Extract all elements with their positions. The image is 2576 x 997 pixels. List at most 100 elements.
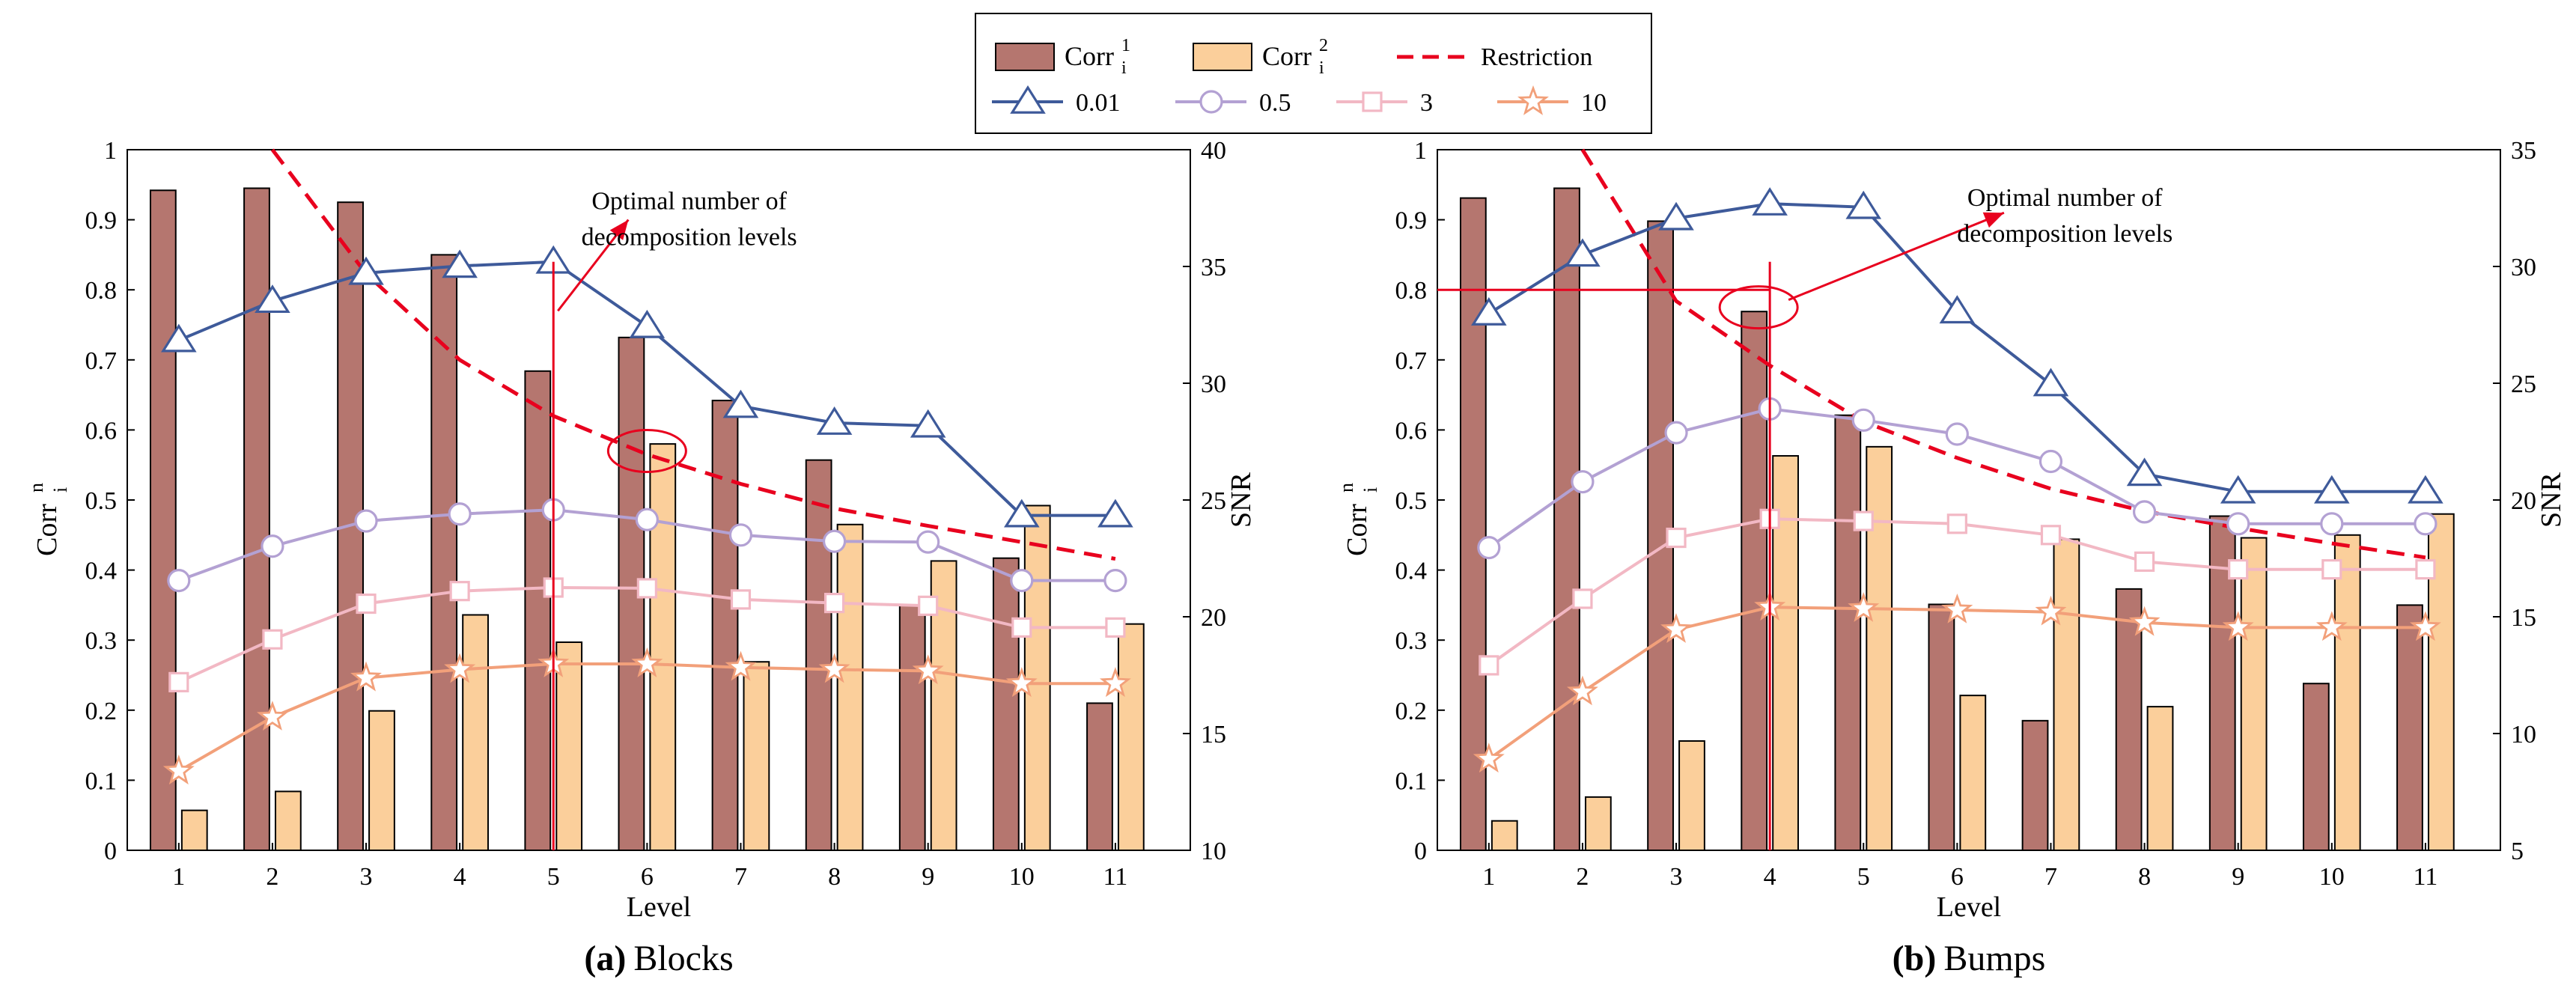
bar-corr2 <box>1866 445 1893 851</box>
y-tick-label: 0.5 <box>85 487 118 515</box>
bar-corr1 <box>524 370 552 851</box>
x-tick-label: 3 <box>1670 863 1683 891</box>
y2-tick-label: 25 <box>2511 371 2536 398</box>
point-snr-10 <box>2409 611 2441 641</box>
bar-corr2 <box>1959 695 1987 851</box>
point-snr-0.5 <box>2414 512 2438 536</box>
point-snr-3 <box>823 592 845 614</box>
point-snr-0.5 <box>1945 422 1969 446</box>
bar-corr1 <box>2302 683 2330 851</box>
point-snr-0.01 <box>2033 368 2069 397</box>
bar-corr1 <box>2396 604 2423 852</box>
y-axis-label: Corr <box>1342 504 1373 556</box>
bar-corr1 <box>711 400 739 851</box>
x-tick-label: 11 <box>2414 863 2438 891</box>
bar-corr2 <box>1023 504 1051 851</box>
point-snr-3 <box>1479 655 1499 676</box>
point-snr-10 <box>912 654 944 685</box>
point-snr-3 <box>1105 617 1126 638</box>
chart-panel-blocks: 00.10.20.30.40.50.60.70.80.9110152025303… <box>25 137 1257 978</box>
point-snr-0.01 <box>255 284 290 314</box>
legend-swatch-corr1 <box>995 43 1055 71</box>
point-snr-10 <box>2128 606 2161 636</box>
y-axis-label-sup: n <box>1336 483 1357 493</box>
bar-corr1 <box>805 459 832 851</box>
point-snr-10 <box>2315 611 2348 641</box>
legend-marker-snr-0.01 <box>1010 85 1046 114</box>
point-snr-0.01 <box>1845 190 1882 219</box>
annotation-arrow <box>1788 211 2005 301</box>
bar-corr1 <box>1459 197 1487 852</box>
restriction-curve <box>270 148 1116 561</box>
panel-caption-letter: (b) <box>1893 939 1937 978</box>
point-snr-10 <box>256 701 288 731</box>
bar-corr2 <box>2240 537 2268 851</box>
point-snr-3 <box>262 629 283 650</box>
point-snr-0.01 <box>910 409 946 438</box>
legend-marker-snr-0.5 <box>1199 90 1223 114</box>
panel-caption: (a) Blocks <box>584 939 733 978</box>
x-tick-label: 10 <box>2319 863 2345 891</box>
bar-corr1 <box>1928 603 1955 851</box>
legend-label-corr1-sub: i <box>1121 58 1127 78</box>
point-snr-0.5 <box>448 502 472 526</box>
y-tick-label: 1 <box>104 137 117 165</box>
x-tick-label: 4 <box>454 863 466 891</box>
point-snr-0.01 <box>1097 498 1133 528</box>
x-tick-label: 1 <box>172 863 185 891</box>
annotation-arrow-head <box>1982 212 2004 228</box>
legend: Corr 1 i Corr 2 i Restriction 0.01 0.5 3 10 <box>975 13 1652 134</box>
bar-corr1 <box>898 604 926 852</box>
y-tick-label: 0.7 <box>85 347 118 375</box>
legend-swatch-corr2 <box>1193 43 1252 71</box>
y2-tick-label: 15 <box>1201 721 1226 748</box>
y-axis-label-group: Corr n i <box>25 483 71 556</box>
point-snr-0.5 <box>635 507 659 531</box>
legend-label-corr2-sup: 2 <box>1319 36 1328 55</box>
point-snr-10 <box>2035 595 2067 626</box>
point-snr-3 <box>1853 510 1874 531</box>
point-snr-0.5 <box>728 523 753 547</box>
bar-corr2 <box>1491 820 1518 851</box>
legend-label-corr2: Corr <box>1262 41 1312 71</box>
point-snr-0.01 <box>2220 475 2256 504</box>
point-snr-0.01 <box>722 389 759 418</box>
bar-corr2 <box>1117 623 1145 851</box>
panel-caption: (b) Bumps <box>1893 939 2046 978</box>
x-tick-label: 4 <box>1764 863 1776 891</box>
y-tick-label: 0 <box>104 838 117 865</box>
point-snr-10 <box>1941 593 1973 623</box>
y2-tick-label: 20 <box>1201 604 1226 632</box>
annotation-text-line2: decomposition levels <box>582 224 797 251</box>
y-axis-label-group: Corr n i <box>1336 483 1381 556</box>
annotation-arrow-head <box>609 219 629 240</box>
y-axis-label-sub: i <box>1359 487 1381 493</box>
point-snr-3 <box>2040 525 2062 546</box>
bar-corr2 <box>462 614 489 852</box>
point-snr-0.5 <box>1664 421 1688 445</box>
point-snr-0.5 <box>1010 569 1034 593</box>
y-tick-label: 0.7 <box>1395 347 1428 375</box>
y2-tick-label: 30 <box>2511 254 2536 281</box>
y2-tick-label: 15 <box>2511 604 2536 632</box>
point-snr-3 <box>2134 551 2155 572</box>
bar-corr2 <box>1584 796 1612 852</box>
legend-label-corr1-sup: 1 <box>1121 36 1130 55</box>
x-tick-label: 7 <box>734 863 747 891</box>
x-tick-label: 6 <box>1951 863 1964 891</box>
line-snr-10 <box>1488 606 2426 760</box>
y2-tick-label: 30 <box>1201 371 1226 398</box>
point-snr-0.01 <box>629 309 666 338</box>
y-tick-label: 0.1 <box>85 767 118 795</box>
point-snr-0.5 <box>261 534 284 558</box>
y2-tick-label: 5 <box>2511 838 2524 865</box>
y-tick-label: 1 <box>1414 137 1427 165</box>
x-tick-label: 6 <box>641 863 654 891</box>
point-snr-3 <box>2228 559 2249 580</box>
point-snr-3 <box>356 593 377 615</box>
annotation-text-line1: Optimal number of <box>591 188 787 216</box>
point-snr-3 <box>1572 588 1593 609</box>
point-snr-0.01 <box>2126 457 2163 487</box>
annotation-text-line2: decomposition levels <box>1957 220 2172 248</box>
